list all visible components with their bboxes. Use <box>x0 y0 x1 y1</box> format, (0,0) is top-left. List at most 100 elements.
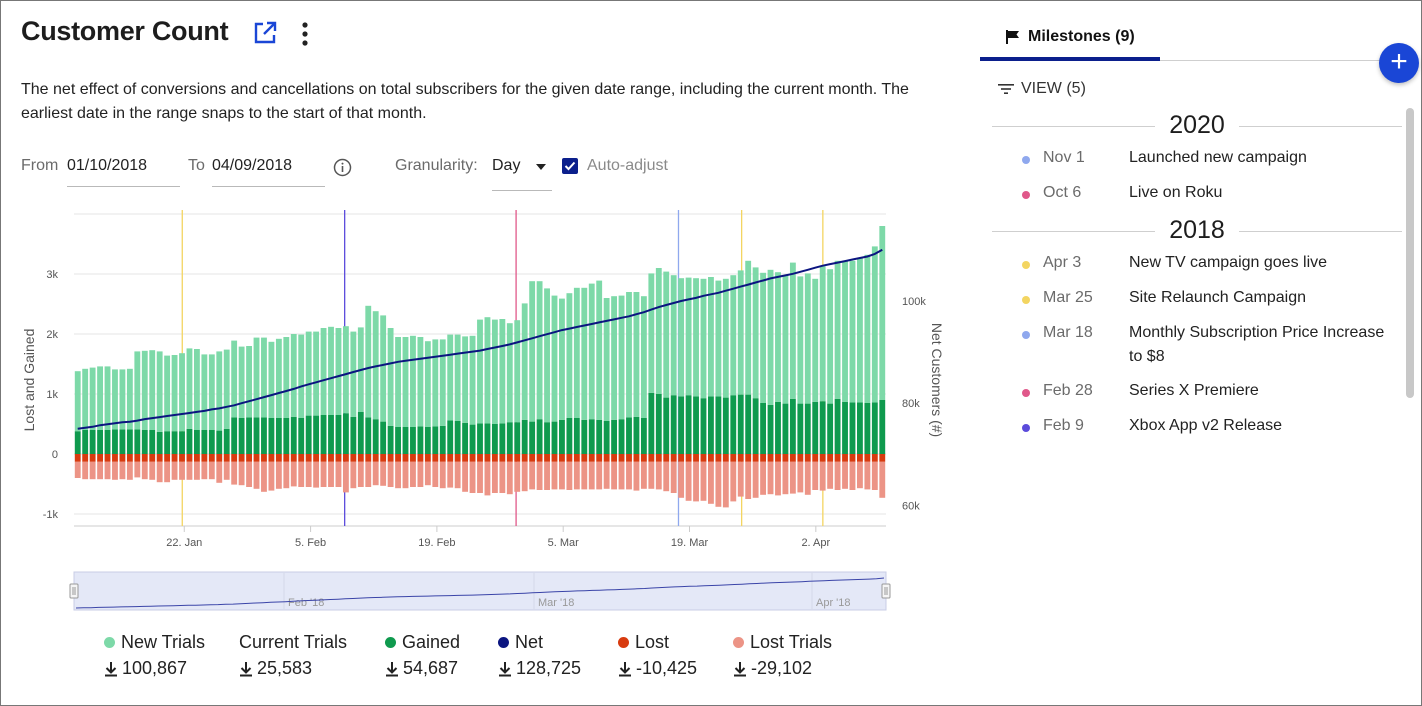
legend-name: Net <box>515 632 544 652</box>
milestone-item[interactable]: Mar 25 Site Relaunch Campaign <box>1022 289 1397 310</box>
bar-lost-trials <box>573 461 580 490</box>
legend-item[interactable]: Lost -10,425 <box>618 632 697 679</box>
milestone-item[interactable]: Oct 6 Live on Roku <box>1022 184 1397 205</box>
bar-new-trials <box>499 319 506 424</box>
bar-new-trials <box>618 295 625 420</box>
bar-lost <box>514 454 521 462</box>
bar-lost-trials <box>506 461 513 495</box>
legend-item[interactable]: Lost Trials -29,102 <box>733 632 832 679</box>
bar-gained <box>335 415 342 454</box>
bar-new-trials <box>261 337 267 418</box>
legend-item[interactable]: Net 128,725 <box>498 632 581 679</box>
bar-lost <box>626 454 632 462</box>
bar-new-trials <box>521 303 528 420</box>
navigator-handle[interactable] <box>881 583 891 599</box>
bar-lost-trials <box>663 461 670 492</box>
milestone-item[interactable]: Nov 1 Launched new campaign <box>1022 149 1397 170</box>
bar-lost <box>879 454 886 462</box>
bar-lost <box>700 454 707 462</box>
more-options-icon[interactable] <box>296 20 314 48</box>
granularity-select[interactable]: Day <box>492 157 552 191</box>
bar-lost-trials <box>782 461 789 495</box>
bar-lost-trials <box>261 461 267 492</box>
bar-new-trials <box>74 371 81 432</box>
bar-gained <box>804 403 811 454</box>
milestone-title: New TV campaign goes live <box>1129 254 1328 271</box>
bar-lost-trials <box>447 461 454 488</box>
bar-gained <box>491 424 498 454</box>
milestone-item[interactable]: Apr 3 New TV campaign goes live <box>1022 254 1397 275</box>
bar-lost <box>633 454 640 462</box>
bar-new-trials <box>447 334 454 421</box>
legend-total-value: 100,867 <box>122 658 188 678</box>
milestone-item[interactable]: Feb 28 Series X Premiere <box>1022 382 1397 403</box>
legend-label: New Trials <box>104 632 205 653</box>
bar-new-trials <box>864 254 871 403</box>
auto-adjust-checkbox[interactable] <box>562 158 578 174</box>
bar-lost-trials <box>97 461 103 480</box>
view-filter-button[interactable]: VIEW (5) <box>998 80 1086 98</box>
bar-lost <box>149 454 156 462</box>
open-external-icon[interactable] <box>252 20 278 46</box>
bar-new-trials <box>313 331 320 416</box>
page-title: Customer Count <box>21 16 229 46</box>
bar-lost-trials <box>551 461 558 490</box>
legend-total: -10,425 <box>618 658 697 679</box>
legend-total-value: 25,583 <box>257 658 313 678</box>
bar-lost <box>462 454 469 462</box>
tab-milestones[interactable]: Milestones (9) <box>1005 28 1135 46</box>
legend-item[interactable]: Current Trials 25,583 <box>239 632 347 679</box>
bar-lost-trials <box>596 461 603 490</box>
to-date-input[interactable]: 04/09/2018 <box>212 153 325 187</box>
bar-lost <box>566 454 573 462</box>
y-axis-title: Lost and Gained <box>21 329 37 432</box>
bar-gained <box>246 417 252 454</box>
bar-gained <box>89 430 96 454</box>
bar-lost-trials <box>179 461 185 480</box>
milestone-color-dot <box>1022 331 1030 339</box>
milestone-date: Mar 18 <box>1043 324 1093 341</box>
bar-lost-trials <box>410 461 416 487</box>
milestone-item[interactable]: Feb 9 Xbox App v2 Release <box>1022 417 1397 438</box>
bar-new-trials <box>201 354 208 430</box>
bar-lost <box>387 454 394 462</box>
bar-lost-trials <box>611 461 618 490</box>
legend-total: 128,725 <box>498 658 581 679</box>
bar-new-trials <box>268 341 275 418</box>
bar-new-trials <box>849 260 856 403</box>
from-date-input[interactable]: 01/10/2018 <box>67 153 180 187</box>
bar-lost-trials <box>402 461 409 489</box>
milestone-date: Apr 3 <box>1043 254 1082 271</box>
bar-lost-trials <box>588 461 595 490</box>
customer-count-chart[interactable]: -1k 0 1k 2k 3k 60k 80k 100k 22. Jan 5. Feb 19. Feb… <box>0 200 960 620</box>
bar-lost-trials <box>417 461 424 487</box>
navigator-handle[interactable] <box>69 583 79 599</box>
bar-lost <box>760 454 767 462</box>
bar-lost <box>655 454 662 462</box>
bar-gained <box>119 429 126 454</box>
bar-new-trials <box>231 340 238 418</box>
tab-active-indicator <box>980 57 1160 61</box>
milestone-item[interactable]: Mar 18 Monthly Subscription Price Increas… <box>1022 324 1397 369</box>
bar-gained <box>812 401 819 454</box>
bar-new-trials <box>879 226 886 400</box>
bar-lost <box>246 454 252 462</box>
legend-item[interactable]: New Trials 100,867 <box>104 632 205 679</box>
bar-lost-trials <box>335 461 342 487</box>
range-navigator[interactable]: Feb '18 Mar '18 Apr '18 <box>69 571 891 611</box>
legend-total-value: -10,425 <box>636 658 698 678</box>
bar-lost <box>298 454 305 462</box>
bar-lost <box>551 454 558 462</box>
scrollbar[interactable] <box>1406 108 1414 398</box>
legend-total-value: 128,725 <box>516 658 582 678</box>
bar-lost-trials <box>499 461 506 493</box>
plus-icon: + <box>1390 45 1408 78</box>
bar-gained <box>320 415 327 454</box>
bar-lost-trials <box>365 461 372 487</box>
info-icon[interactable] <box>333 158 352 177</box>
bar-lost <box>685 454 692 462</box>
bar-lost-trials <box>655 461 662 490</box>
legend-item[interactable]: Gained 54,687 <box>385 632 460 679</box>
add-milestone-button[interactable]: + <box>1379 43 1419 83</box>
bar-gained <box>141 430 148 454</box>
